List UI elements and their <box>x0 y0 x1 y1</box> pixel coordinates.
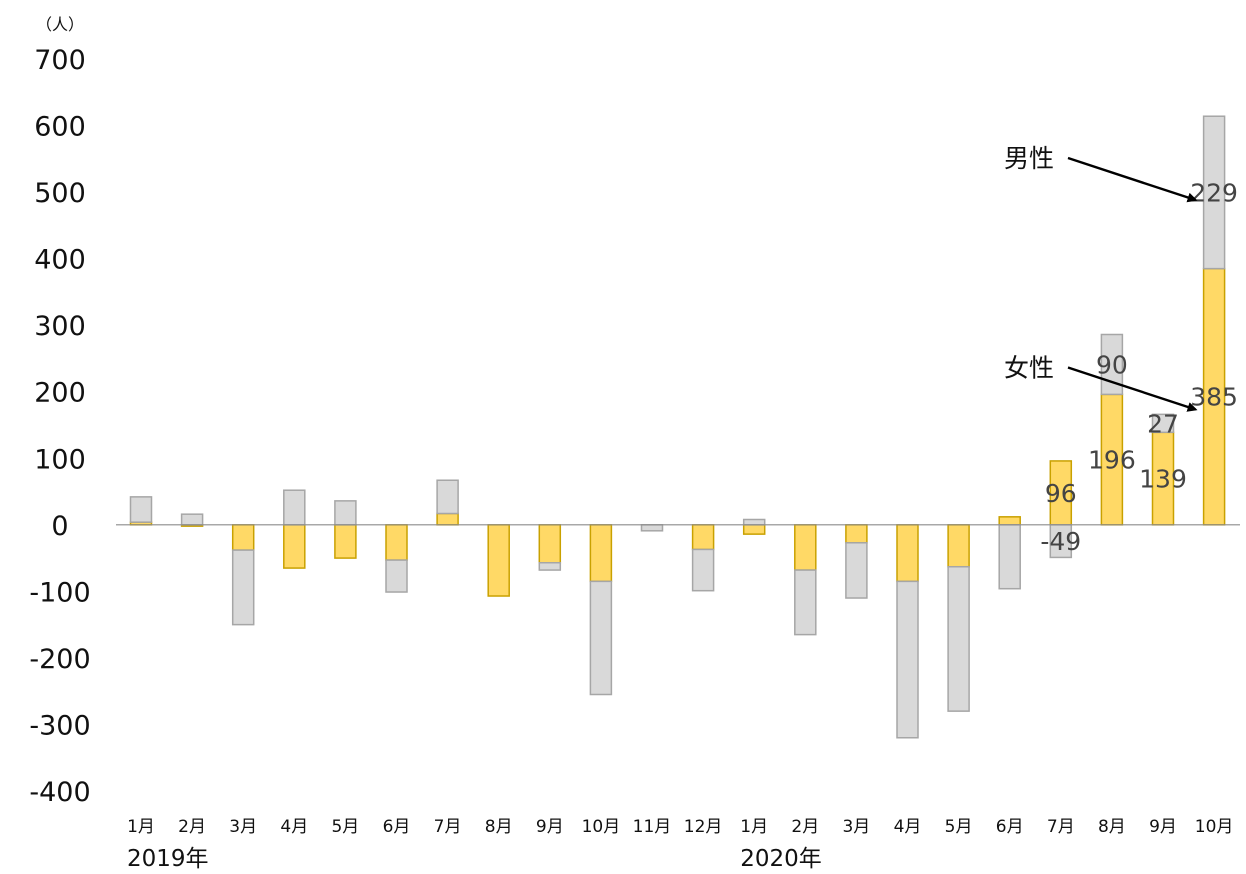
bar-male <box>794 569 817 636</box>
year-label: 2020年 <box>740 846 822 872</box>
bar-female <box>334 524 357 559</box>
bar-male <box>947 565 970 712</box>
bar-female <box>589 524 613 583</box>
bar-male <box>180 513 204 526</box>
y-tick-label: 200 <box>34 378 86 409</box>
data-label: 96 <box>1045 479 1077 508</box>
y-tick-label: -200 <box>29 644 90 675</box>
x-tick-label: 7月 <box>434 817 462 837</box>
bar-female <box>538 524 562 564</box>
bar-male <box>896 580 919 739</box>
x-tick-label: 10月 <box>1195 817 1234 837</box>
bar-male <box>385 559 408 593</box>
y-tick-label: 700 <box>34 45 86 76</box>
x-tick-label: 11月 <box>633 817 672 837</box>
x-tick-label: 1月 <box>740 817 768 837</box>
y-tick-label: -400 <box>29 777 90 808</box>
data-label: 229 <box>1190 178 1238 207</box>
bar-male <box>589 580 613 696</box>
x-tick-label: 8月 <box>485 817 513 837</box>
y-tick-label: 0 <box>51 511 68 542</box>
bar-female <box>436 512 459 526</box>
x-tick-label: 4月 <box>280 817 308 837</box>
x-tick-label: 6月 <box>383 817 411 837</box>
x-tick-label: 10月 <box>582 817 621 837</box>
bar-female <box>231 524 255 551</box>
data-label: 139 <box>1139 465 1187 494</box>
bar-male <box>691 548 715 592</box>
annotation-arrow <box>1067 366 1198 412</box>
x-tick-label: 9月 <box>1149 817 1177 837</box>
bar-female <box>998 516 1021 526</box>
x-tick-label: 12月 <box>684 817 723 837</box>
bar-male <box>742 518 766 526</box>
bars <box>129 115 1226 739</box>
annotation-label: 女性 <box>1004 354 1054 383</box>
x-tick-label: 2月 <box>178 817 206 837</box>
x-tick-label: 9月 <box>536 817 564 837</box>
year-labels: 2019年 2020年 <box>127 846 822 872</box>
x-tick-label: 5月 <box>945 817 973 837</box>
bar-female <box>487 524 510 597</box>
y-tick-label: 500 <box>34 178 86 209</box>
bar-female <box>947 524 970 568</box>
data-label: 196 <box>1088 446 1136 475</box>
y-tick-label: -100 <box>29 577 90 608</box>
y-tick-label: 600 <box>34 112 86 143</box>
bar-male <box>436 479 459 515</box>
bar-female <box>896 524 919 583</box>
bar-male <box>998 524 1021 590</box>
data-label: 90 <box>1096 350 1128 379</box>
data-label: -49 <box>1040 527 1081 556</box>
y-tick-label: 100 <box>34 444 86 475</box>
data-label: 385 <box>1190 383 1238 412</box>
x-tick-label: 2月 <box>791 817 819 837</box>
x-tick-label: 4月 <box>894 817 922 837</box>
y-axis-ticks: 700 600 500 400 300 200 100 0 -100 -200 -300 -400 <box>29 45 90 808</box>
bar-female <box>385 524 408 561</box>
x-axis-ticks: 1月 2月 3月 4月 5月 6月 7月 8月 9月 10月 11月 12月 1月 2月 3月 4月 5月 6月 7… <box>127 817 1233 837</box>
bar-female <box>691 524 715 551</box>
year-label: 2019年 <box>127 846 209 872</box>
data-label: 27 <box>1147 409 1179 438</box>
annotation-arrow <box>1067 156 1198 203</box>
x-tick-label: 3月 <box>229 817 257 837</box>
bar-male <box>640 524 664 532</box>
annotation-label: 男性 <box>1004 144 1054 173</box>
bar-female <box>845 524 868 544</box>
x-tick-label: 3月 <box>842 817 870 837</box>
bar-male <box>283 489 306 526</box>
x-tick-label: 1月 <box>127 817 155 837</box>
bar-male <box>538 561 562 571</box>
bar-female <box>794 524 817 571</box>
x-tick-label: 7月 <box>1047 817 1075 837</box>
y-tick-label: -300 <box>29 710 90 741</box>
y-tick-label: 400 <box>34 245 86 276</box>
x-tick-label: 8月 <box>1098 817 1126 837</box>
bar-female <box>283 524 306 569</box>
bar-male <box>1151 413 1175 434</box>
bar-male <box>334 500 357 526</box>
bar-male <box>129 496 153 523</box>
y-tick-label: 300 <box>34 311 86 342</box>
y-axis-unit-label: （人） <box>36 15 84 34</box>
bar-male <box>845 542 868 599</box>
bar-male <box>1202 115 1226 270</box>
data-labels: 96 -49 196 90 139 27 385 229 <box>1040 178 1238 556</box>
bar-female <box>742 524 766 535</box>
x-tick-label: 5月 <box>331 817 359 837</box>
x-tick-label: 6月 <box>996 817 1024 837</box>
bar-male <box>231 549 255 626</box>
